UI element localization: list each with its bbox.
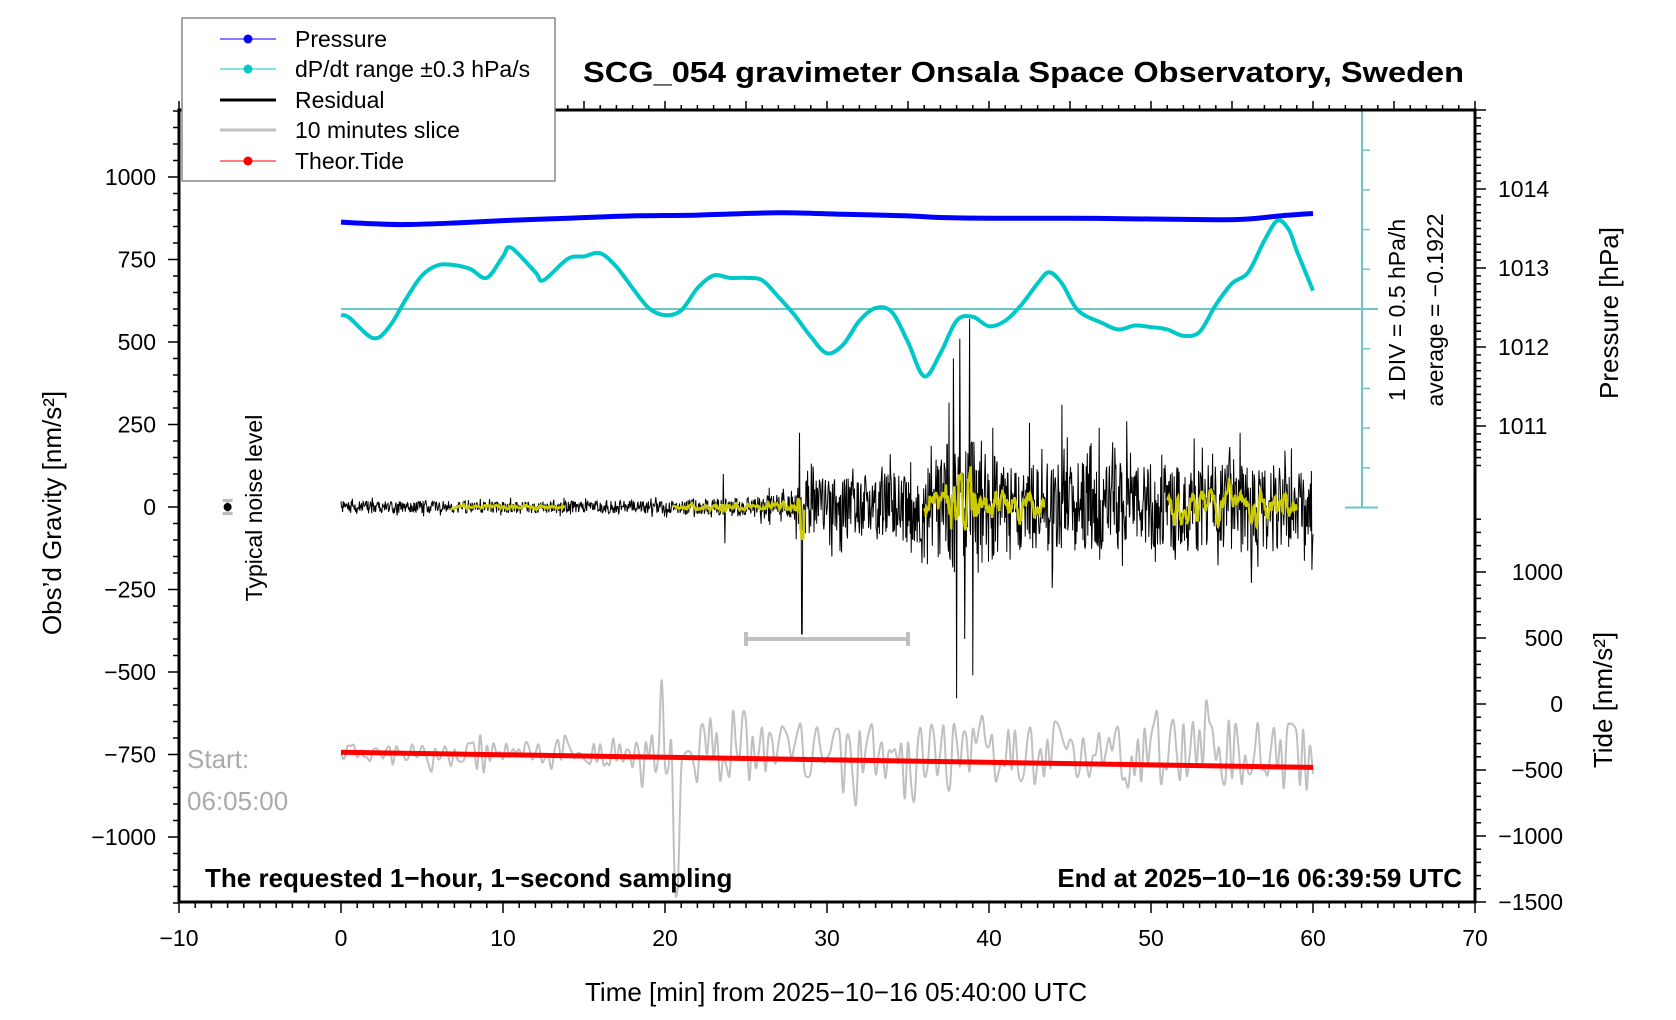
div-label: 1 DIV = 0.5 hPa/h: [1384, 219, 1410, 401]
legend-label: Theor.Tide: [295, 148, 404, 174]
tide-tick-label: −500: [1511, 757, 1563, 783]
tide-tick-label: −1000: [1498, 823, 1563, 849]
x-tick-label: 10: [490, 925, 516, 951]
legend-label: dP/dt range ±0.3 hPa/s: [295, 56, 530, 82]
x-tick-label: 0: [335, 925, 348, 951]
theor-tide-line: [340, 749, 1314, 770]
left-axis-title: Obs’d Gravity [nm/s²]: [37, 391, 67, 635]
legend-marker: [243, 34, 253, 44]
x-axis-title: Time [min] from 2025−10−16 05:40:00 UTC: [585, 977, 1087, 1007]
plot-series: [222, 210, 1378, 899]
legend-label: Residual: [295, 87, 385, 113]
left-tick-label: −500: [104, 659, 156, 685]
residual-line: [340, 318, 1314, 699]
x-tick-label: 60: [1300, 925, 1326, 951]
annotation-sampling: The requested 1−hour, 1−second sampling: [205, 863, 732, 893]
legend: Pressure dP/dt range ±0.3 hPa/s Residual 10…: [181, 17, 556, 182]
noise-level-marker: [223, 503, 232, 511]
noise-level-label: Typical noise level: [241, 415, 267, 602]
legend-marker: [243, 64, 253, 74]
legend-item: Pressure: [220, 26, 387, 52]
legend-item: dP/dt range ±0.3 hPa/s: [220, 56, 530, 82]
plot-frame: [177, 108, 1477, 904]
smoothed-residual-line: [923, 466, 1046, 531]
x-tick-label: 20: [652, 925, 678, 951]
tide-axis-title: Tide [nm/s²]: [1588, 632, 1618, 768]
pressure-tick-label: 1013: [1498, 255, 1549, 281]
tide-tick-label: 500: [1525, 625, 1563, 651]
left-tick-label: −1000: [91, 824, 156, 850]
tide-tick-label: −1500: [1498, 889, 1563, 915]
annotation-end-time: End at 2025−10−16 06:39:59 UTC: [1057, 863, 1462, 893]
average-label: average = −0.1922: [1422, 213, 1448, 406]
left-tick-label: 750: [118, 247, 156, 273]
left-tick-label: −750: [104, 742, 156, 768]
pressure-tick-label: 1012: [1498, 334, 1549, 360]
smoothed-residual-line: [672, 497, 806, 541]
legend-label: 10 minutes slice: [295, 117, 460, 143]
x-tick-label: 30: [814, 925, 840, 951]
pressure-line: [340, 210, 1314, 228]
pressure-tick-label: 1011: [1498, 413, 1547, 439]
chart-title: SCG_054 gravimeter Onsala Space Observat…: [583, 57, 1464, 89]
x-tick-label: 50: [1138, 925, 1164, 951]
legend-item: Residual: [220, 87, 385, 113]
slice-start-time: 06:05:00: [187, 786, 288, 816]
legend-marker: [243, 156, 253, 166]
legend-item: Theor.Tide: [220, 148, 404, 174]
pressure-tick-label: 1014: [1498, 176, 1549, 202]
tide-tick-label: 0: [1550, 691, 1563, 717]
legend-item: 10 minutes slice: [220, 117, 460, 143]
left-tick-label: 500: [118, 329, 156, 355]
left-tick-label: −250: [104, 577, 156, 603]
smoothed-residual-line: [450, 502, 566, 513]
smoothed-residual-line: [1166, 476, 1298, 532]
x-tick-label: 70: [1462, 925, 1488, 951]
x-tick-label: 40: [976, 925, 1002, 951]
x-tick-label: −10: [159, 925, 198, 951]
dpdt-line: [340, 218, 1315, 379]
slice-start-label: Start:: [187, 744, 249, 774]
axis-ticks: −10 0 10 20 30 40 50 60 70 1000 750 500 250 0 −250 −500…: [91, 101, 1563, 951]
left-tick-label: 250: [118, 412, 156, 438]
pressure-axis-title: Pressure [hPa]: [1594, 227, 1624, 399]
legend-label: Pressure: [295, 26, 387, 52]
tide-tick-label: 1000: [1512, 559, 1563, 585]
left-tick-label: 1000: [105, 164, 156, 190]
left-tick-label: 0: [143, 494, 156, 520]
